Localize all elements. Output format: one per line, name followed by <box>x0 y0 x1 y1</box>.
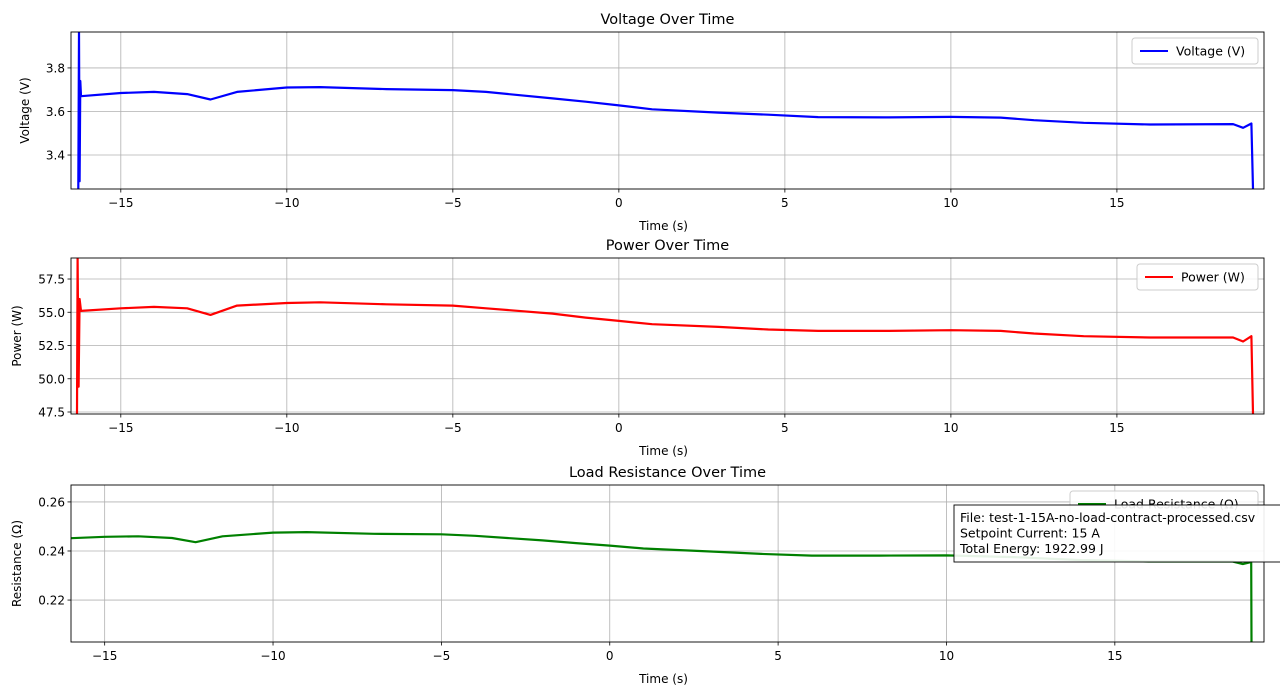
axes-frame <box>70 257 1265 415</box>
x-axis-label: Time (s) <box>638 219 688 233</box>
y-tick-label: 3.4 <box>46 149 65 163</box>
x-tick-label: −15 <box>108 421 133 435</box>
y-tick-label: 55.0 <box>38 306 65 320</box>
x-tick-label: 15 <box>1107 649 1122 663</box>
x-tick-label: −5 <box>444 196 462 210</box>
y-tick-label: 0.26 <box>38 495 65 509</box>
y-tick-label: 52.5 <box>38 339 65 353</box>
subplot-1: −15 −10 −5 0 5 10 15 47.5 50.0 52.5 55.0 57.5 Power … <box>10 238 1265 458</box>
x-tick-label: 10 <box>943 421 958 435</box>
series-line-0 <box>75 258 1255 414</box>
y-tick-label: 3.6 <box>46 105 65 119</box>
subplot-2: −15 −10 −5 0 5 10 15 0.22 0.24 0.26 Load Resistanc… <box>10 465 1280 686</box>
x-tick-label: 0 <box>606 649 614 663</box>
x-tick-label: 5 <box>774 649 782 663</box>
subplot-0: −15 −10 −5 0 5 10 15 3.4 3.6 3.8 Voltage Over Time… <box>18 12 1265 233</box>
x-tick-label: −15 <box>92 649 117 663</box>
x-axis-label: Time (s) <box>638 672 688 686</box>
y-tick-label: 3.8 <box>46 61 65 75</box>
legend-label: Power (W) <box>1181 270 1245 285</box>
legend-box <box>1136 263 1259 291</box>
y-tick-label: 0.22 <box>38 594 65 608</box>
y-axis-label: Resistance (Ω) <box>10 520 24 607</box>
annotation-box: File: test-1-15A-no-load-contract-proces… <box>953 504 1280 563</box>
x-tick-label: 15 <box>1109 421 1124 435</box>
x-axis-label: Time (s) <box>638 444 688 458</box>
x-tick-label: −5 <box>433 649 451 663</box>
x-tick-label: 10 <box>943 196 958 210</box>
axes-frame <box>70 484 1265 643</box>
x-tick-label: −10 <box>274 196 299 210</box>
annotation-line: File: test-1-15A-no-load-contract-proces… <box>960 510 1256 525</box>
chart-title: Power Over Time <box>606 238 729 254</box>
legend-box <box>1131 37 1259 65</box>
legend: Voltage (V) <box>1131 37 1259 65</box>
x-tick-label: 5 <box>781 196 789 210</box>
axes-frame <box>70 31 1265 190</box>
annotation-line: Total Energy: 1922.99 J <box>959 541 1104 556</box>
y-axis-label: Voltage (V) <box>18 77 32 143</box>
x-tick-label: 5 <box>781 421 789 435</box>
x-tick-label: −10 <box>274 421 299 435</box>
x-tick-label: 0 <box>615 196 623 210</box>
annotation-line: Setpoint Current: 15 A <box>960 526 1100 541</box>
annotation-frame <box>953 504 1280 563</box>
legend: Power (W) <box>1136 263 1259 291</box>
x-tick-label: 0 <box>615 421 623 435</box>
y-tick-label: 57.5 <box>38 273 65 287</box>
x-tick-label: 10 <box>939 649 954 663</box>
y-axis-label: Power (W) <box>10 305 24 366</box>
x-tick-label: 15 <box>1109 196 1124 210</box>
chart-title: Voltage Over Time <box>601 12 735 28</box>
y-tick-label: 50.0 <box>38 372 65 386</box>
legend-label: Voltage (V) <box>1176 44 1245 59</box>
x-tick-label: −10 <box>260 649 285 663</box>
series-line-0 <box>77 32 1255 189</box>
x-tick-label: −5 <box>444 421 462 435</box>
y-tick-label: 47.5 <box>38 406 65 420</box>
chart-title: Load Resistance Over Time <box>569 465 766 481</box>
x-tick-label: −15 <box>108 196 133 210</box>
y-tick-label: 0.24 <box>38 544 65 558</box>
